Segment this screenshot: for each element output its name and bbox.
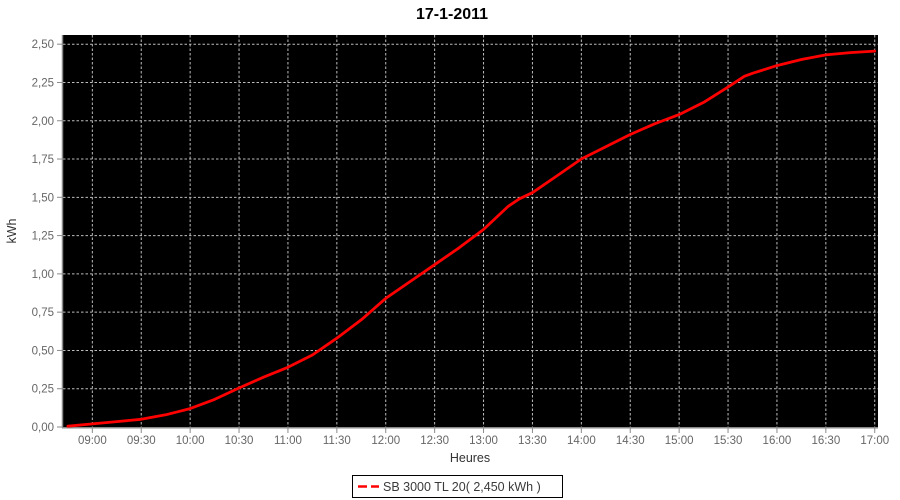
x-tick-label: 13:00 <box>469 435 498 447</box>
x-axis-title: Heures <box>450 451 490 465</box>
x-tick-label: 17:00 <box>860 435 889 447</box>
y-tick-label: 2,50 <box>32 39 54 51</box>
x-tick-label: 11:30 <box>323 435 351 447</box>
y-tick-label: 1,25 <box>32 231 54 243</box>
x-tick-label: 09:30 <box>127 435 156 447</box>
plot-layer: 09:00 09:30 10:00 10:30 11:00 11:30 12:00 12:30… <box>32 35 889 447</box>
legend-series-label: SB 3000 TL 20( 2,450 kWh ) <box>383 480 541 494</box>
x-tick-label: 10:00 <box>176 435 205 447</box>
x-tick-label: 12:30 <box>420 435 449 447</box>
y-tick-label: 1,00 <box>32 269 54 281</box>
y-axis-title: kWh <box>5 218 19 243</box>
series-line-sb3000 <box>66 49 877 428</box>
x-tick-label: 13:30 <box>518 435 547 447</box>
x-tick-label: 09:00 <box>78 435 107 447</box>
x-tick-label: 14:00 <box>567 435 596 447</box>
y-tick-label: 0,50 <box>32 345 54 357</box>
x-tick-label: 16:00 <box>763 435 792 447</box>
chart-title: 17-1-2011 <box>416 6 488 23</box>
x-tick-label: 10:30 <box>225 435 254 447</box>
x-tick-label: 15:00 <box>665 435 694 447</box>
x-tick-label: 12:00 <box>371 435 400 447</box>
x-tick-label: 15:30 <box>714 435 743 447</box>
y-tick-label: 2,00 <box>32 116 54 128</box>
y-tick-label: 0,25 <box>32 384 54 396</box>
x-tick-label: 11:00 <box>274 435 302 447</box>
y-tick-label: 0,75 <box>32 307 54 319</box>
y-tick-label: 2,25 <box>32 77 54 89</box>
legend-box <box>352 475 563 498</box>
y-tick-label: 0,00 <box>32 422 54 434</box>
x-tick-label: 14:30 <box>616 435 645 447</box>
y-tick-label: 1,75 <box>32 154 54 166</box>
plot-area <box>63 35 878 427</box>
y-tick-label: 1,50 <box>32 192 54 204</box>
x-tick-label: 16:30 <box>811 435 840 447</box>
legend: SB 3000 TL 20( 2,450 kWh ) <box>352 475 563 498</box>
